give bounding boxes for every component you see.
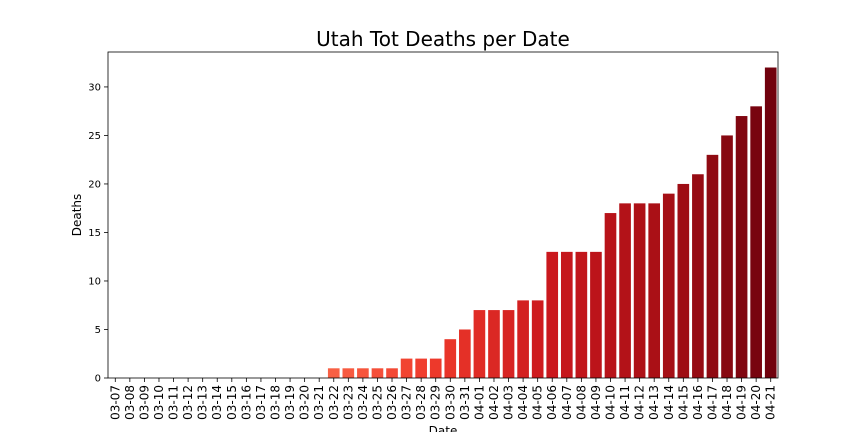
x-tick-label: 03-08 (123, 385, 137, 420)
x-axis-ticks: 03-07 03-08 03-09 03-10 03-11 03-12 03-13 03-14… (108, 378, 778, 420)
x-tick-label: 03-07 (108, 385, 122, 420)
y-tick-label: 0 (95, 374, 101, 385)
x-axis-label: Date (429, 424, 458, 432)
bar-04-05 (531, 300, 544, 378)
bar-04-21 (764, 67, 777, 379)
bar-04-01 (473, 310, 486, 378)
bar-03-25 (371, 368, 384, 378)
bar-04-02 (488, 310, 500, 378)
x-tick-label: 04-11 (618, 385, 632, 420)
x-tick-label: 04-09 (589, 385, 603, 420)
bar-04-06 (546, 251, 559, 378)
x-tick-label: 03-13 (196, 385, 210, 420)
x-tick-label: 04-12 (633, 385, 647, 420)
bar-04-07 (560, 251, 573, 378)
x-tick-label: 04-07 (560, 385, 574, 420)
bar-04-04 (517, 300, 529, 378)
x-tick-label: 03-26 (385, 385, 399, 420)
y-axis-ticks: 0 5 10 15 20 25 30 (88, 82, 108, 385)
x-tick-label: 04-16 (691, 385, 705, 420)
x-tick-label: 04-03 (502, 385, 516, 420)
bar-03-23 (342, 368, 355, 378)
x-tick-label: 04-10 (604, 385, 618, 420)
x-tick-label: 04-18 (720, 385, 734, 420)
x-tick-label: 04-08 (574, 385, 588, 420)
bar-04-20 (750, 106, 762, 378)
x-tick-label: 04-13 (647, 385, 661, 420)
x-tick-label: 03-11 (167, 385, 181, 420)
x-tick-label: 03-28 (414, 385, 428, 420)
x-tick-label: 04-06 (545, 385, 559, 420)
y-tick-label: 5 (95, 325, 101, 336)
bar-04-03 (502, 310, 515, 378)
x-tick-label: 03-23 (341, 385, 355, 420)
bar-04-08 (575, 251, 588, 378)
bar-03-30 (444, 339, 457, 378)
bar-04-15 (677, 183, 690, 378)
bar-03-22 (327, 368, 340, 378)
bar-03-31 (459, 329, 471, 378)
bar-03-27 (400, 358, 413, 378)
bar-04-17 (706, 154, 719, 378)
x-tick-label: 04-05 (531, 385, 545, 420)
x-tick-label: 04-20 (749, 385, 763, 420)
bar-04-19 (735, 116, 748, 378)
x-tick-label: 03-17 (254, 385, 268, 420)
x-tick-label: 03-18 (269, 385, 283, 420)
x-tick-label: 03-09 (137, 385, 151, 420)
x-tick-label: 03-30 (443, 385, 457, 420)
plot-frame (107, 51, 779, 379)
x-tick-label: 04-17 (705, 385, 719, 420)
bar-03-28 (415, 358, 427, 378)
x-tick-label: 03-21 (312, 385, 326, 420)
x-tick-label: 03-19 (283, 385, 297, 420)
bar-04-14 (662, 193, 675, 378)
x-tick-label: 03-10 (152, 385, 166, 420)
bar-04-13 (648, 203, 661, 378)
x-tick-label: 04-01 (472, 385, 486, 420)
bars-group (327, 67, 777, 379)
x-tick-label: 04-19 (735, 385, 749, 420)
x-tick-label: 03-25 (370, 385, 384, 420)
x-tick-label: 04-21 (764, 385, 778, 420)
bar-04-12 (633, 203, 646, 378)
x-tick-label: 03-15 (225, 385, 239, 420)
bar-03-26 (386, 368, 398, 378)
x-tick-label: 04-02 (487, 385, 501, 420)
bar-03-29 (429, 358, 442, 378)
x-tick-label: 03-22 (327, 385, 341, 420)
x-tick-label: 04-14 (662, 385, 676, 420)
bar-03-24 (357, 368, 369, 378)
bar-04-18 (721, 135, 733, 378)
x-tick-label: 03-16 (239, 385, 253, 420)
x-tick-label: 04-15 (676, 385, 690, 420)
y-axis-label: Deaths (70, 194, 84, 237)
y-tick-label: 15 (88, 228, 101, 239)
x-tick-label: 03-14 (210, 385, 224, 420)
bar-04-10 (604, 213, 617, 378)
y-tick-label: 30 (88, 82, 101, 93)
bar-04-11 (619, 203, 631, 378)
x-tick-label: 03-12 (181, 385, 195, 420)
x-tick-label: 03-29 (429, 385, 443, 420)
chart-title: Utah Tot Deaths per Date (316, 27, 570, 51)
y-tick-label: 20 (88, 179, 101, 190)
y-tick-label: 25 (88, 131, 101, 142)
y-tick-label: 10 (88, 276, 101, 287)
bar-04-09 (590, 251, 602, 378)
x-tick-label: 03-24 (356, 385, 370, 420)
x-tick-label: 03-31 (458, 385, 472, 420)
x-tick-label: 03-20 (298, 385, 312, 420)
x-tick-label: 03-27 (400, 385, 414, 420)
x-tick-label: 04-04 (516, 385, 530, 420)
bar-04-16 (692, 174, 704, 378)
